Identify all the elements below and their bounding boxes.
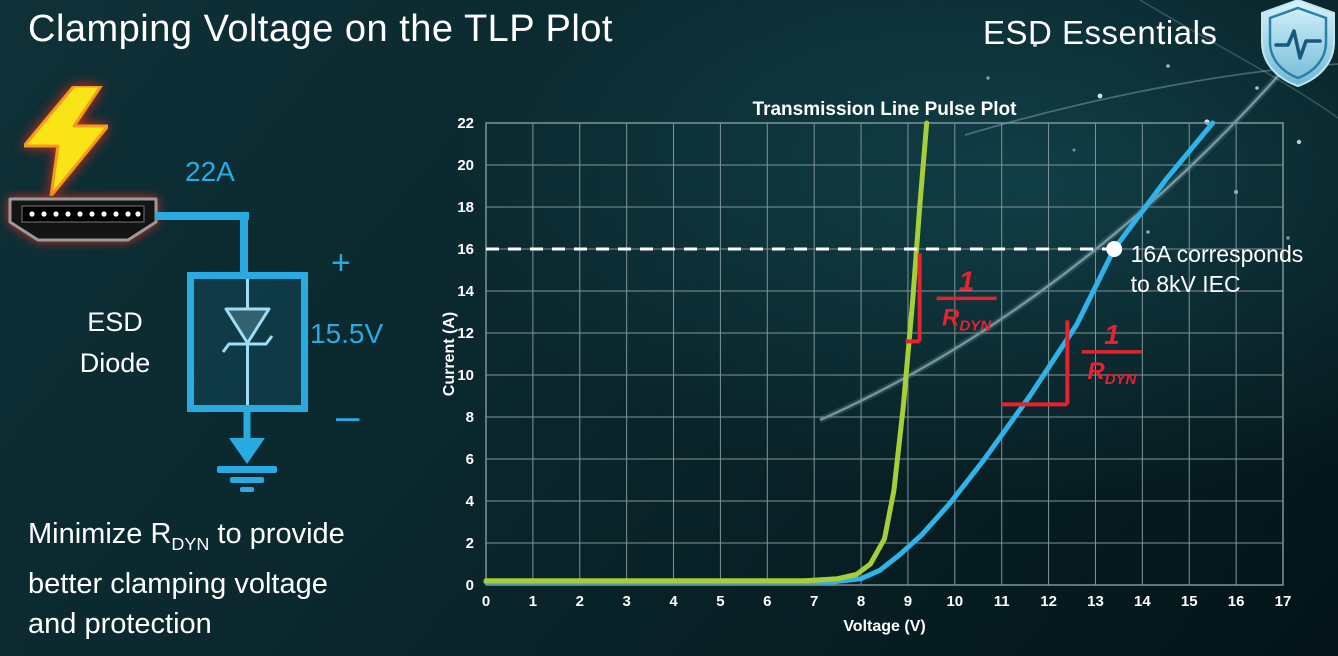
reference-label-line: 16A corresponds xyxy=(1131,241,1304,267)
page-title: Clamping Voltage on the TLP Plot xyxy=(28,8,613,50)
y-tick-label: 20 xyxy=(457,157,474,174)
note-line-1: Minimize RDYN to provide xyxy=(28,518,345,554)
x-tick-label: 0 xyxy=(482,593,490,610)
x-axis-label: Voltage (V) xyxy=(843,618,925,635)
x-tick-label: 13 xyxy=(1087,593,1104,610)
x-tick-label: 14 xyxy=(1134,593,1151,610)
clamping-voltage-label: 15.5V xyxy=(310,318,384,349)
lightning-icon xyxy=(24,86,108,196)
esd-diode-box xyxy=(187,272,308,412)
device-label-line2: Diode xyxy=(79,348,151,378)
shield-logo-icon xyxy=(1261,0,1335,88)
y-tick-label: 14 xyxy=(457,283,474,300)
reference-label-line: to 8kV IEC xyxy=(1131,271,1241,297)
pulse-line-icon xyxy=(1274,29,1322,60)
fraction-denominator: RDYN xyxy=(942,304,992,334)
y-tick-label: 4 xyxy=(466,493,475,510)
x-tick-label: 10 xyxy=(946,593,963,610)
y-tick-label: 10 xyxy=(457,367,474,384)
y-tick-label: 2 xyxy=(466,535,474,552)
tlp-chart-container: 0 1 2 3 4 5 6 7 8 9 10 11 12 13 14 15 16 17 0 2 4 6 8 10 12 14 16 1… xyxy=(432,92,1338,656)
y-tick-label: 0 xyxy=(466,577,474,594)
plot-border xyxy=(485,122,1284,586)
zener-diode-icon xyxy=(221,279,274,405)
strike-current-label: 22A xyxy=(185,156,235,187)
y-tick-label: 6 xyxy=(466,451,474,468)
x-tick-label: 11 xyxy=(994,593,1010,610)
x-tick-label: 5 xyxy=(716,593,724,610)
device-label: ESD Diode xyxy=(52,302,178,384)
chart-grid xyxy=(485,122,1284,586)
wire-vertical xyxy=(240,212,248,276)
wire-horizontal xyxy=(155,212,249,220)
y-tick-label: 18 xyxy=(457,199,474,216)
hdmi-pins xyxy=(29,211,141,217)
y-axis-label: Current (A) xyxy=(441,312,458,396)
polarity-minus-label: – xyxy=(336,392,360,439)
fraction-denominator: RDYN xyxy=(1087,358,1137,388)
x-tick-label: 7 xyxy=(810,593,818,610)
tlp-chart: 0 1 2 3 4 5 6 7 8 9 10 11 12 13 14 15 16 1702468101214161… xyxy=(441,99,1304,635)
rdyn-slope-annotation: 1 RDYN xyxy=(905,253,997,344)
reference-marker xyxy=(1106,241,1123,257)
x-tick-label: 6 xyxy=(763,593,771,610)
x-tick-label: 17 xyxy=(1275,593,1292,610)
fraction-numerator: 1 xyxy=(1104,319,1120,350)
ground-icon xyxy=(217,406,277,492)
x-tick-label: 8 xyxy=(857,593,865,610)
note-line-3: and protection xyxy=(28,607,212,640)
x-tick-label: 16 xyxy=(1228,593,1245,610)
y-tick-label: 12 xyxy=(457,325,474,342)
series-lower-rdyn-device-green xyxy=(483,120,930,584)
x-tick-label: 15 xyxy=(1181,593,1198,610)
x-tick-label: 4 xyxy=(669,593,678,610)
takeaway-note: Minimize RDYN to provide better clamping… xyxy=(28,514,345,644)
rdyn-slope-annotation: 1 RDYN xyxy=(1001,319,1142,407)
fraction-numerator: 1 xyxy=(959,265,975,296)
note-line-2: better clamping voltage xyxy=(28,567,328,600)
y-tick-label: 22 xyxy=(457,115,474,132)
x-tick-label: 2 xyxy=(576,593,584,610)
x-tick-label: 12 xyxy=(1040,593,1057,610)
device-label-line1: ESD xyxy=(87,307,143,337)
chart-title: Transmission Line Pulse Plot xyxy=(753,99,1018,120)
x-tick-label: 3 xyxy=(622,593,630,610)
y-tick-label: 8 xyxy=(466,409,474,426)
hdmi-connector-icon xyxy=(8,197,158,242)
x-tick-label: 1 xyxy=(529,593,537,610)
x-tick-label: 9 xyxy=(904,593,912,610)
y-tick-label: 16 xyxy=(457,241,474,258)
polarity-plus-label: + xyxy=(331,244,351,282)
brand-name: ESD Essentials xyxy=(983,14,1218,51)
